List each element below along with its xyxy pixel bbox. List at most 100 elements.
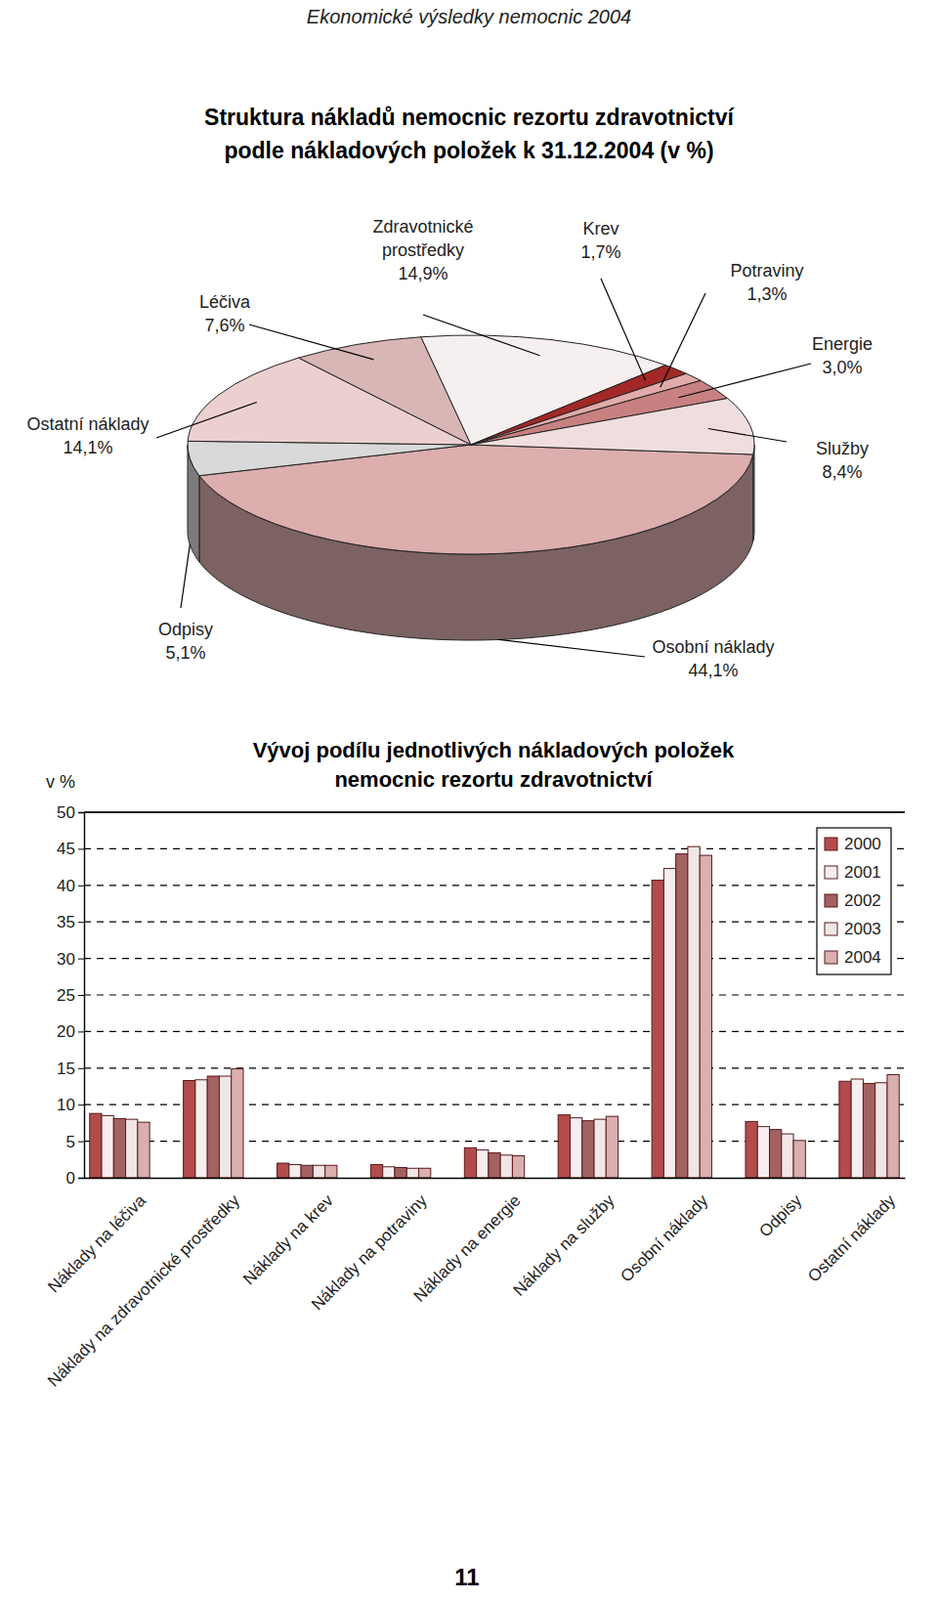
legend-swatch bbox=[824, 950, 838, 964]
leader-line bbox=[600, 278, 646, 381]
x-tick: Osobní náklady bbox=[616, 1177, 712, 1286]
x-tick-label: Osobní náklady bbox=[616, 1190, 712, 1285]
bar bbox=[137, 1121, 150, 1178]
slice-label: Léčiva bbox=[199, 292, 252, 312]
leader-line bbox=[180, 544, 190, 608]
bar bbox=[594, 1118, 606, 1178]
leader-line bbox=[678, 363, 811, 398]
slice-value-label: 14,9% bbox=[397, 263, 448, 284]
y-tick: 50 bbox=[56, 803, 85, 822]
y-tick: 5 bbox=[66, 1132, 85, 1152]
y-tick-mark bbox=[78, 958, 85, 960]
legend-swatch bbox=[824, 865, 838, 879]
slice-label: Ostatní náklady bbox=[26, 414, 149, 434]
bar bbox=[605, 1115, 618, 1178]
x-tick-label: Náklady na léčiva bbox=[43, 1190, 150, 1296]
y-tick-mark bbox=[78, 921, 85, 923]
x-tick: Náklady na léčiva bbox=[43, 1177, 150, 1296]
bar bbox=[126, 1118, 138, 1178]
legend-label: 2003 bbox=[844, 919, 882, 938]
legend-label: 2004 bbox=[844, 947, 882, 967]
y-tick: 10 bbox=[56, 1095, 85, 1114]
x-tick-label: Náklady na krev bbox=[239, 1190, 338, 1288]
bar bbox=[370, 1164, 383, 1178]
bar bbox=[793, 1140, 806, 1178]
bar bbox=[231, 1068, 244, 1178]
slice-value-label: 1,7% bbox=[580, 242, 621, 262]
chart-title: Struktura nákladů nemocnic rezortu zdrav… bbox=[204, 104, 736, 130]
grid-line bbox=[84, 1066, 905, 1068]
y-tick-mark bbox=[78, 1104, 85, 1106]
y-tick-mark bbox=[78, 1177, 85, 1179]
grid-line bbox=[84, 810, 905, 812]
y-tick: 35 bbox=[56, 912, 85, 932]
y-axis-line bbox=[78, 812, 86, 1179]
y-tick-label: 25 bbox=[56, 985, 76, 1005]
y-tick-label: 50 bbox=[56, 803, 76, 822]
slice-value-label: 5,1% bbox=[165, 642, 206, 663]
legend-label: 2001 bbox=[844, 862, 882, 882]
y-tick-label: 35 bbox=[56, 912, 76, 932]
slice-label: Odpisy bbox=[158, 619, 214, 640]
pie bbox=[187, 335, 755, 640]
x-axis: Náklady na léčivaNáklady na zdravotnické… bbox=[43, 1177, 905, 1391]
chart-title: podle nákladových položek k 31.12.2004 (… bbox=[223, 137, 714, 164]
slice-label: Osobní náklady bbox=[651, 637, 774, 657]
x-tick: Odpisy bbox=[755, 1177, 806, 1241]
leader-line bbox=[499, 639, 645, 657]
y-axis-title: v % bbox=[45, 771, 76, 792]
bar bbox=[887, 1074, 899, 1178]
bar bbox=[289, 1164, 301, 1178]
y-tick: 30 bbox=[56, 949, 85, 969]
legend-label: 2000 bbox=[844, 834, 882, 853]
bars bbox=[89, 846, 899, 1178]
y-tick: 40 bbox=[56, 876, 85, 896]
bar bbox=[676, 853, 688, 1178]
x-tick: Náklady na služby bbox=[510, 1177, 619, 1300]
slice-label: Krev bbox=[582, 218, 619, 239]
chart-title: nemocnic rezortu zdravotnictví bbox=[334, 767, 653, 792]
legend-box bbox=[816, 827, 892, 975]
bar bbox=[557, 1114, 570, 1178]
bar bbox=[277, 1162, 290, 1178]
slice-label: Služby bbox=[815, 438, 869, 459]
bar bbox=[183, 1080, 196, 1178]
y-tick-mark bbox=[78, 1141, 85, 1143]
bar bbox=[218, 1075, 231, 1178]
slice-label: Energie bbox=[811, 334, 873, 354]
plot-frame-top bbox=[84, 810, 905, 812]
pie-slice-side bbox=[753, 444, 755, 541]
bar bbox=[113, 1117, 126, 1178]
y-tick-label: 0 bbox=[66, 1168, 76, 1188]
y-tick-mark bbox=[78, 811, 85, 813]
x-tick-label: Náklady na služby bbox=[510, 1190, 619, 1299]
y-tick-mark bbox=[78, 1067, 85, 1069]
grid-line bbox=[84, 957, 905, 959]
x-axis-line bbox=[85, 1177, 906, 1179]
x-tick: Náklady na krev bbox=[239, 1177, 338, 1288]
y-tick-label: 5 bbox=[66, 1132, 76, 1152]
slice-value-label: 1,3% bbox=[746, 284, 787, 304]
y-tick-label: 30 bbox=[56, 949, 76, 969]
y-tick-label: 20 bbox=[56, 1022, 76, 1041]
x-tick: Náklady na energie bbox=[410, 1177, 525, 1306]
bar bbox=[195, 1079, 208, 1178]
y-tick: 25 bbox=[56, 985, 85, 1005]
bar bbox=[781, 1133, 794, 1178]
slice-label: Potraviny bbox=[729, 260, 804, 281]
bar bbox=[699, 854, 712, 1178]
y-tick-mark bbox=[78, 1030, 85, 1032]
bar bbox=[875, 1082, 888, 1178]
chart-title: Vývoj podílu jednotlivých nákladových po… bbox=[253, 737, 735, 763]
y-tick-label: 40 bbox=[56, 876, 76, 896]
legend-swatch bbox=[824, 922, 838, 936]
grid-line bbox=[84, 993, 905, 995]
bar bbox=[745, 1120, 758, 1178]
bar bbox=[851, 1078, 863, 1178]
grid-line bbox=[84, 1030, 905, 1032]
slice-label: Zdravotnicképrostředky bbox=[372, 216, 473, 260]
bar bbox=[488, 1152, 501, 1178]
bar bbox=[406, 1167, 419, 1178]
page-number: 11 bbox=[454, 1563, 479, 1590]
pie-slice bbox=[187, 440, 471, 475]
